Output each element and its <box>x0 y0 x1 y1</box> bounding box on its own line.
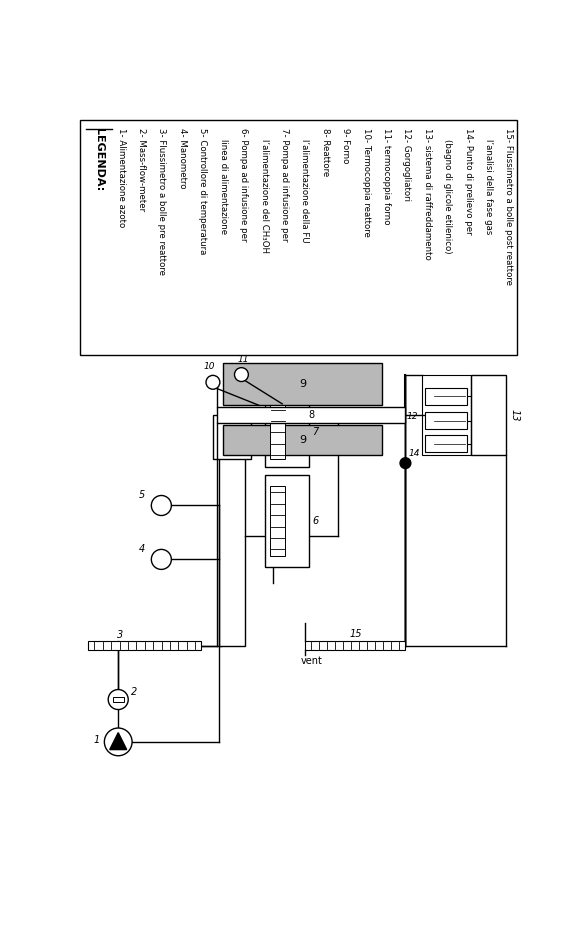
Text: 9- Forno: 9- Forno <box>341 128 350 164</box>
Text: 15- Flussimetro a bolle post reattore: 15- Flussimetro a bolle post reattore <box>504 128 514 285</box>
Text: 3: 3 <box>117 630 124 640</box>
Text: 12: 12 <box>407 413 419 421</box>
Bar <box>305 641 405 650</box>
Text: 14- Punto di prelievo per: 14- Punto di prelievo per <box>463 128 473 235</box>
Bar <box>471 375 505 456</box>
Text: 5- Controllore di temperatura: 5- Controllore di temperatura <box>198 128 208 255</box>
Bar <box>223 363 382 405</box>
Text: 7- Pompa ad infusione per: 7- Pompa ad infusione per <box>280 128 289 242</box>
Text: 3- Flussimetro a bolle pre reattore: 3- Flussimetro a bolle pre reattore <box>157 128 167 275</box>
Circle shape <box>104 728 132 756</box>
Text: 9: 9 <box>299 379 306 389</box>
Text: 7: 7 <box>312 428 318 437</box>
Text: 4: 4 <box>139 543 145 554</box>
Circle shape <box>206 375 220 389</box>
Bar <box>270 486 285 556</box>
Text: 11- termocoppia forno: 11- termocoppia forno <box>382 128 391 225</box>
Bar <box>270 405 285 460</box>
Text: 13: 13 <box>510 409 519 421</box>
Text: 10- Termocoppia reattore: 10- Termocoppia reattore <box>361 128 371 237</box>
Text: LEGENDA:: LEGENDA: <box>94 128 104 192</box>
Circle shape <box>152 495 171 515</box>
Text: 8: 8 <box>308 410 314 420</box>
Text: 9: 9 <box>299 435 306 445</box>
Text: 1- Alimentazione azoto: 1- Alimentazione azoto <box>117 128 126 227</box>
Bar <box>217 407 405 423</box>
Text: 6- Pompa ad infusione per: 6- Pompa ad infusione per <box>239 128 248 242</box>
Polygon shape <box>110 732 127 749</box>
Text: 11: 11 <box>237 354 249 364</box>
Bar <box>213 415 251 460</box>
Text: l’alimentazione del CH₃OH: l’alimentazione del CH₃OH <box>259 128 269 253</box>
Text: 4- Manometro: 4- Manometro <box>178 128 187 189</box>
Text: 2- Mass-flow-meter: 2- Mass-flow-meter <box>137 128 146 212</box>
Bar <box>265 475 309 567</box>
Text: 2: 2 <box>131 687 137 697</box>
Text: vent: vent <box>301 656 322 666</box>
Bar <box>424 413 467 430</box>
Text: l’alimentazione della FU: l’alimentazione della FU <box>300 128 310 243</box>
Text: 1: 1 <box>93 735 100 745</box>
Circle shape <box>152 549 171 570</box>
Bar <box>424 435 467 452</box>
Text: 14: 14 <box>409 449 420 459</box>
Circle shape <box>108 690 128 710</box>
Bar <box>265 398 309 467</box>
Bar <box>219 417 245 646</box>
Bar <box>80 120 517 355</box>
Text: 12- Gorgogliatori: 12- Gorgogliatori <box>402 128 412 201</box>
Bar <box>223 425 382 456</box>
Text: 6: 6 <box>312 516 318 525</box>
Bar <box>88 641 201 650</box>
Text: 10: 10 <box>203 363 215 371</box>
Bar <box>422 375 471 456</box>
Text: (bagno di glicole etilenico): (bagno di glicole etilenico) <box>443 128 452 254</box>
Text: 15: 15 <box>349 629 361 639</box>
Text: 5: 5 <box>139 490 145 500</box>
Bar <box>424 387 467 404</box>
Text: linea di alimentazione: linea di alimentazione <box>219 128 228 234</box>
Bar <box>113 697 124 702</box>
Circle shape <box>234 368 248 382</box>
Text: 13- sistema di raffreddamento: 13- sistema di raffreddamento <box>423 128 432 260</box>
Circle shape <box>400 458 411 468</box>
Text: l’analisi della fase gas: l’analisi della fase gas <box>484 128 493 235</box>
Text: 8- Reattore: 8- Reattore <box>321 128 330 177</box>
